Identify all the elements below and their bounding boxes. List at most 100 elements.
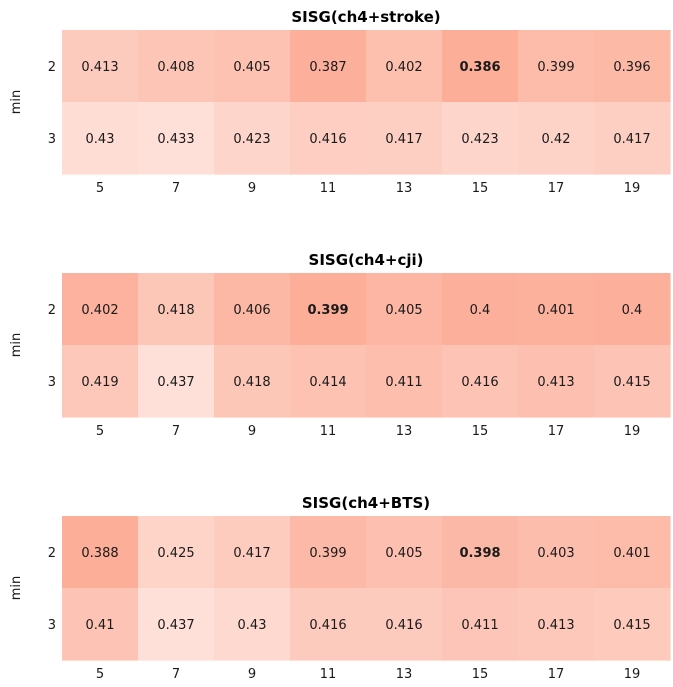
heatmap-cell [518,588,595,661]
x-tick-label: 7 [172,181,180,196]
cell-label: 0.437 [157,375,194,390]
heatmap-panel-2: SISG(ch4+cji) 0.402 0.418 0.406 0.399 0.405 0.… [9,251,671,439]
heatmap-cell [442,30,519,103]
heatmap-cell [366,345,443,418]
x-tick-label: 9 [248,181,256,196]
cell-label: 0.413 [81,60,118,75]
cell-label: 0.418 [157,303,194,318]
cell-label: 0.433 [157,132,194,147]
x-tick-label: 17 [548,424,565,439]
heatmap-cell [518,30,595,103]
heatmap-cell [290,273,367,346]
x-tick-label: 7 [172,667,180,682]
heatmap-cell [594,273,671,346]
heatmap-cell [138,273,215,346]
heatmap-cell [594,588,671,661]
heatmap-cell [442,345,519,418]
heatmap-cell [442,102,519,175]
x-tick-label: 17 [548,181,565,196]
heatmap-cell [214,345,291,418]
heatmap-cell [518,273,595,346]
best-cell-label: 0.386 [459,60,500,75]
cell-label: 0.423 [461,132,498,147]
y-tick-label: 3 [48,618,56,633]
y-axis-label: min [9,90,24,115]
heatmap-cell [62,516,139,589]
heatmap-cell [518,102,595,175]
cell-label: 0.416 [309,132,346,147]
heatmap-cell [366,30,443,103]
heatmap-cell [62,273,139,346]
cell-label: 0.401 [613,546,650,561]
cell-label: 0.415 [613,618,650,633]
cell-label: 0.408 [157,60,194,75]
heatmap-cell [442,516,519,589]
heatmap-cell [62,588,139,661]
heatmap-cell [366,588,443,661]
y-tick-label: 2 [48,303,56,318]
heatmap-cell [366,516,443,589]
heatmap-cell [594,345,671,418]
heatmap-cell [62,30,139,103]
cell-label: 0.413 [537,375,574,390]
best-cell-label: 0.398 [459,546,500,561]
cell-label: 0.405 [385,546,422,561]
cell-label: 0.406 [233,303,270,318]
cell-label: 0.416 [461,375,498,390]
cell-label: 0.405 [233,60,270,75]
heatmap-cell [518,345,595,418]
cell-label: 0.437 [157,618,194,633]
y-tick-label: 3 [48,132,56,147]
heatmap-cell [594,516,671,589]
heatmap-cell [518,516,595,589]
cell-label: 0.399 [309,546,346,561]
cell-label: 0.41 [86,618,115,633]
x-tick-label: 7 [172,424,180,439]
cell-label: 0.387 [309,60,346,75]
panel-title: SISG(ch4+cji) [309,251,424,269]
heatmap-cell [138,588,215,661]
x-tick-label: 9 [248,667,256,682]
cell-label: 0.4 [470,303,491,318]
cell-label: 0.413 [537,618,574,633]
cell-label: 0.401 [537,303,574,318]
heatmap-cell [214,273,291,346]
x-tick-label: 15 [472,667,489,682]
heatmap-panel-3: SISG(ch4+BTS)0.388 0.425 0.417 0.399 0.405 0.… [9,494,671,682]
heatmap-cell [138,516,215,589]
heatmap-cell [366,102,443,175]
y-axis-label: min [9,576,24,601]
cell-label: 0.417 [233,546,270,561]
x-tick-label: 9 [248,424,256,439]
cell-label: 0.402 [81,303,118,318]
x-tick-label: 11 [320,181,337,196]
cell-label: 0.402 [385,60,422,75]
x-tick-label: 5 [96,181,104,196]
heatmap-cell [290,588,367,661]
cell-label: 0.411 [385,375,422,390]
heatmap-cell [442,588,519,661]
heatmap-cell [214,588,291,661]
x-tick-label: 11 [320,424,337,439]
heatmap-cell [366,273,443,346]
x-tick-label: 17 [548,667,565,682]
heatmap-cell [290,102,367,175]
heatmap-cell [62,102,139,175]
cell-label: 0.423 [233,132,270,147]
cell-label: 0.396 [613,60,650,75]
heatmap-cell [290,30,367,103]
heatmap-cell [442,273,519,346]
x-tick-label: 15 [472,181,489,196]
heatmap-cell [62,345,139,418]
x-tick-label: 19 [624,181,641,196]
cell-label: 0.416 [385,618,422,633]
heatmap-cell [290,345,367,418]
heatmap-cell [594,102,671,175]
heatmap-cell [138,30,215,103]
best-cell-label: 0.399 [307,303,348,318]
x-tick-label: 19 [624,424,641,439]
heatmap-cell [214,102,291,175]
x-tick-label: 11 [320,667,337,682]
cell-label: 0.399 [537,60,574,75]
